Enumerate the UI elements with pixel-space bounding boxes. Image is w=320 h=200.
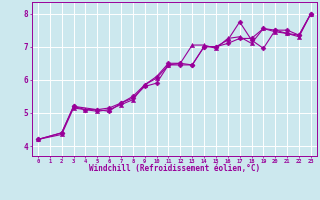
X-axis label: Windchill (Refroidissement éolien,°C): Windchill (Refroidissement éolien,°C) <box>89 164 260 173</box>
